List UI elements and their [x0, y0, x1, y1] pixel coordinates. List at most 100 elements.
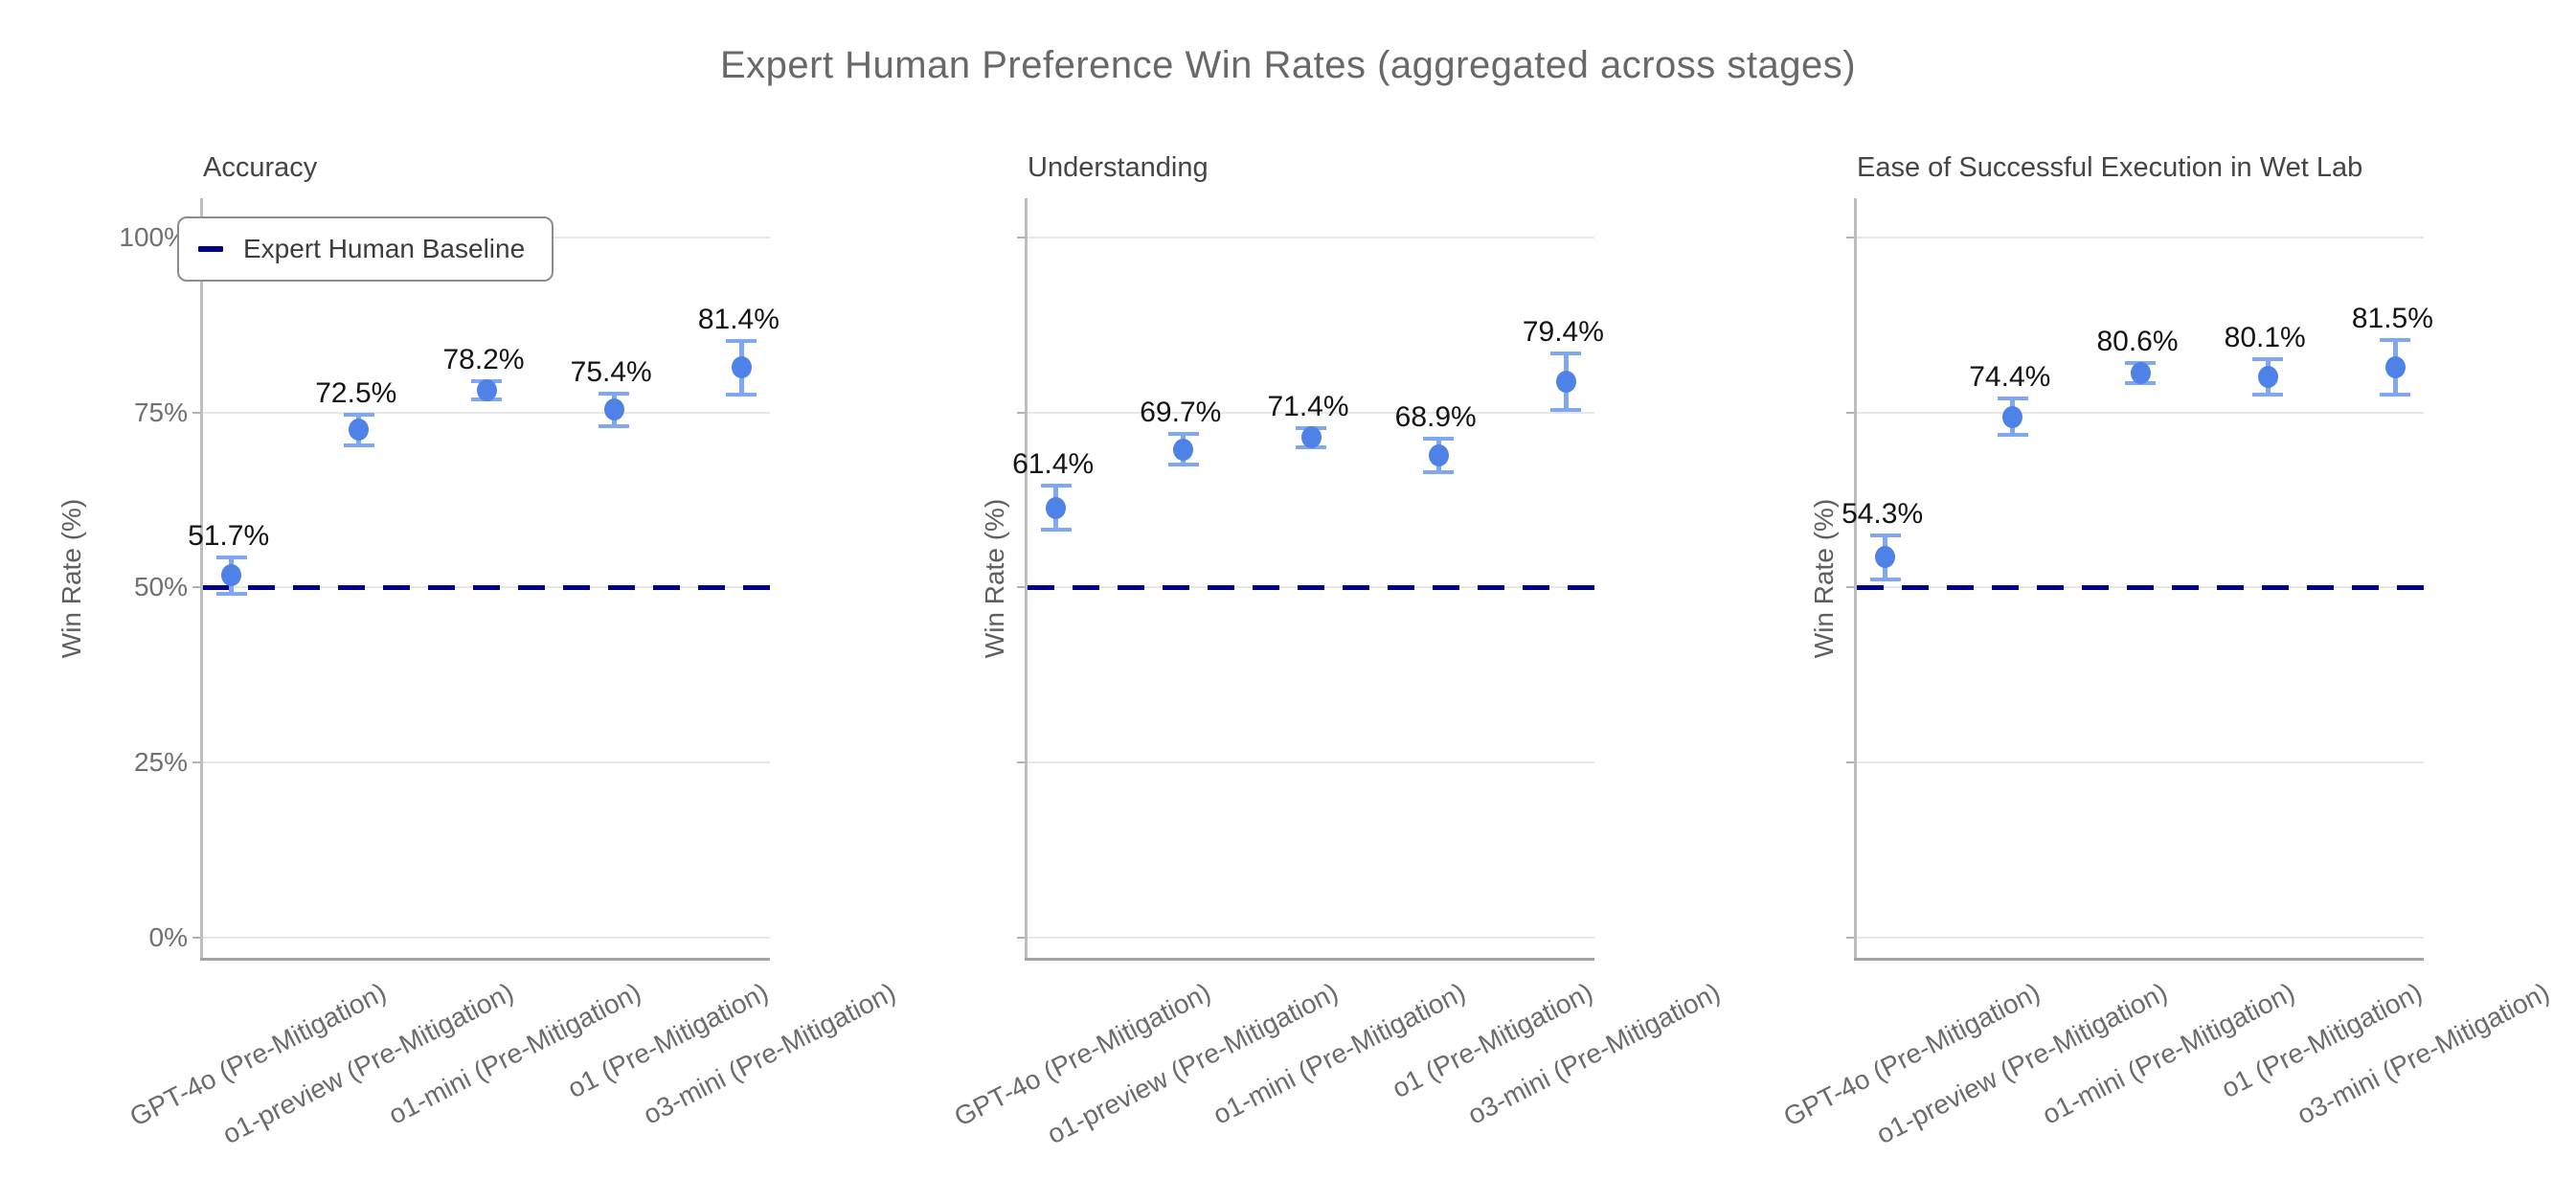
gridline-75 — [203, 411, 770, 414]
error-bar-cap-bottom — [1040, 527, 1072, 532]
gridline-0 — [203, 936, 770, 939]
y-tick-100 — [1846, 236, 1857, 238]
gridline-75 — [1857, 411, 2424, 414]
error-bar-cap-bottom — [2252, 392, 2284, 397]
point-value-label: 74.4% — [1969, 361, 2051, 394]
y-tick-label-25: 25% — [133, 747, 188, 778]
point-value-label: 81.5% — [2351, 302, 2433, 334]
y-tick-75 — [1017, 411, 1028, 414]
x-axis-spine — [200, 958, 770, 961]
data-point-marker — [2130, 362, 2151, 385]
error-bar-cap-bottom — [343, 443, 374, 447]
y-tick-25 — [1017, 761, 1028, 764]
plot-area-understanding: GPT-4o (Pre-Mitigation) o1-preview (Pre-M… — [949, 198, 1725, 1149]
point-value-label: 61.4% — [1012, 448, 1095, 481]
gridline-0 — [1857, 936, 2424, 939]
baseline-dashed-line — [1857, 585, 2424, 591]
error-bar-cap-bottom — [1550, 407, 1582, 412]
point-value-label: 68.9% — [1394, 400, 1477, 433]
subplot-accuracy: Accuracy Win Rate (%) Expert Human Basel… — [56, 152, 900, 1149]
point-value-label: 75.4% — [570, 355, 652, 388]
x-axis-spine — [1025, 958, 1594, 961]
y-tick-100 — [1017, 236, 1028, 238]
subplot-understanding: Understanding Win Rate (%) GPT-4o (Pre-M… — [949, 152, 1725, 1149]
y-axis-label-wet-lab: Win Rate (%) — [1809, 498, 1839, 658]
y-tick-0 — [1017, 936, 1028, 939]
point-value-label: 78.2% — [442, 343, 525, 375]
error-bar-cap-top — [1997, 397, 2028, 401]
y-tick-label-50: 50% — [133, 572, 188, 602]
y-tick-75 — [1846, 411, 1857, 414]
y-axis-spine — [200, 198, 203, 961]
point-value-label: 71.4% — [1267, 390, 1349, 422]
gridline-75 — [1028, 411, 1594, 414]
error-bar-cap-bottom — [1167, 463, 1199, 467]
legend: Expert Human Baseline — [177, 216, 554, 282]
error-bar-cap-bottom — [215, 591, 247, 596]
point-value-label: 80.1% — [2224, 322, 2306, 354]
baseline-dashed-line — [1028, 585, 1594, 591]
legend-baseline-swatch — [198, 246, 223, 252]
data-point-marker — [2002, 405, 2023, 428]
error-bar-cap-top — [2252, 357, 2284, 362]
error-bar-cap-top — [599, 391, 630, 396]
y-tick-50 — [1846, 586, 1857, 589]
error-bar-cap-top — [1550, 352, 1582, 356]
error-bar-cap-top — [1423, 436, 1455, 441]
data-point-marker — [1875, 546, 1896, 569]
point-value-label: 79.4% — [1522, 316, 1604, 349]
error-bar-cap-bottom — [1997, 433, 2028, 438]
error-bar-cap-top — [215, 555, 247, 559]
point-value-label: 51.7% — [188, 519, 270, 552]
data-point-marker — [349, 419, 370, 442]
y-tick-50 — [192, 586, 203, 589]
data-point-marker — [2384, 355, 2406, 378]
legend-label: Expert Human Baseline — [243, 234, 526, 263]
data-point-marker — [1428, 443, 1449, 466]
error-bar-cap-top — [343, 412, 374, 417]
error-bar-cap-bottom — [2380, 392, 2411, 397]
data-point-marker — [221, 564, 242, 587]
gridline-25 — [1857, 761, 2424, 764]
y-axis-spine — [1854, 198, 1857, 961]
data-point-marker — [731, 356, 752, 379]
y-tick-0 — [192, 936, 203, 939]
error-bar-cap-bottom — [1423, 469, 1455, 474]
data-point-marker — [1173, 438, 1194, 461]
error-bar-cap-top — [1040, 484, 1072, 488]
y-tick-75 — [192, 411, 203, 414]
y-tick-25 — [1846, 761, 1857, 764]
y-axis-spine — [1025, 198, 1028, 961]
baseline-dashed-line — [203, 585, 770, 591]
error-bar-cap-top — [1167, 432, 1199, 437]
error-bar-cap-top — [2380, 337, 2411, 342]
y-tick-0 — [1846, 936, 1857, 939]
data-point-marker — [603, 398, 624, 421]
gridline-0 — [1028, 936, 1594, 939]
error-bar-cap-bottom — [726, 392, 757, 397]
error-bar-cap-top — [1869, 533, 1901, 538]
y-tick-25 — [192, 761, 203, 764]
point-value-label: 80.6% — [2096, 326, 2179, 358]
plot-area-accuracy: Expert Human Baseline 100% 75% 50% 25% 0% GPT… — [119, 198, 900, 1149]
error-bar-cap-bottom — [599, 423, 630, 428]
y-tick-label-0: 0% — [148, 921, 188, 952]
data-point-marker — [476, 378, 497, 401]
figure-title: Expert Human Preference Win Rates (aggre… — [719, 44, 1857, 86]
subplot-title-wet-lab: Ease of Successful Execution in Wet Lab — [1857, 152, 2363, 183]
error-bar-cap-bottom — [1869, 577, 1901, 581]
x-axis-spine — [1854, 958, 2424, 961]
gridline-100 — [1857, 236, 2424, 238]
point-value-label: 72.5% — [315, 376, 397, 409]
data-point-marker — [1300, 426, 1322, 449]
gridline-25 — [203, 761, 770, 764]
data-point-marker — [1555, 370, 1576, 393]
data-point-marker — [2257, 365, 2278, 388]
subplot-title-accuracy: Accuracy — [203, 152, 318, 183]
y-tick-label-100: 100% — [119, 221, 188, 252]
point-value-label: 69.7% — [1140, 397, 1222, 429]
plot-area-wet-lab: GPT-4o (Pre-Mitigation) o1-preview (Pre-M… — [1778, 198, 2554, 1149]
subplot-title-understanding: Understanding — [1028, 152, 1209, 183]
gridline-25 — [1028, 761, 1594, 764]
